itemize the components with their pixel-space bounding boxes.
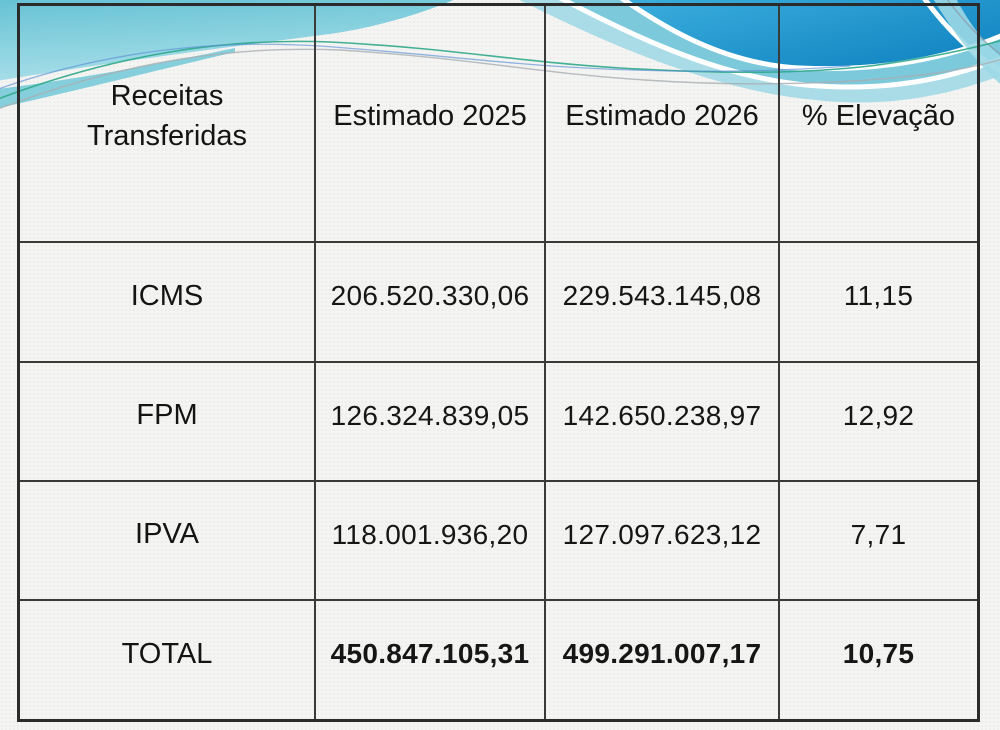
row-label: IPVA	[20, 482, 316, 601]
cell-estimado-2025: 450.847.105,31	[316, 601, 546, 719]
blue-accent-line	[0, 43, 851, 90]
cell-estimado-2026: 229.543.145,08	[546, 243, 780, 363]
green-accent-line	[0, 39, 1000, 100]
row-label: ICMS	[20, 243, 316, 363]
header-cell-estimado-2026: Estimado 2026	[546, 6, 780, 243]
cell-elevacao: 11,15	[780, 243, 977, 363]
cell-estimado-2026: 127.097.623,12	[546, 482, 780, 601]
row-label: TOTAL	[20, 601, 316, 719]
cell-estimado-2025: 126.324.839,05	[316, 363, 546, 482]
row-label: FPM	[20, 363, 316, 482]
transfer-table: Receitas Transferidas Estimado 2025 Esti…	[17, 3, 980, 722]
teal-echo-sliver	[0, 48, 235, 108]
header-cell-elevacao: % Elevação	[780, 6, 977, 243]
header-cell-receitas-transferidas: Receitas Transferidas	[20, 6, 316, 243]
gray-accent-line	[0, 48, 1000, 110]
header-label-line2: Transferidas	[86, 119, 248, 152]
cell-estimado-2025: 206.520.330,06	[316, 243, 546, 363]
teal-swoosh	[0, 0, 454, 81]
cell-estimado-2025: 118.001.936,20	[316, 482, 546, 601]
header-label-line1: Receitas	[110, 79, 224, 112]
cell-elevacao: 12,92	[780, 363, 977, 482]
wave-decoration	[0, 0, 1000, 110]
cell-estimado-2026: 499.291.007,17	[546, 601, 780, 719]
header-cell-estimado-2025: Estimado 2025	[316, 6, 546, 243]
corner-cyan-band	[933, 0, 1000, 84]
cell-elevacao: 7,71	[780, 482, 977, 601]
cell-elevacao: 10,75	[842, 638, 915, 669]
cell-estimado-2026: 142.650.238,97	[546, 363, 780, 482]
